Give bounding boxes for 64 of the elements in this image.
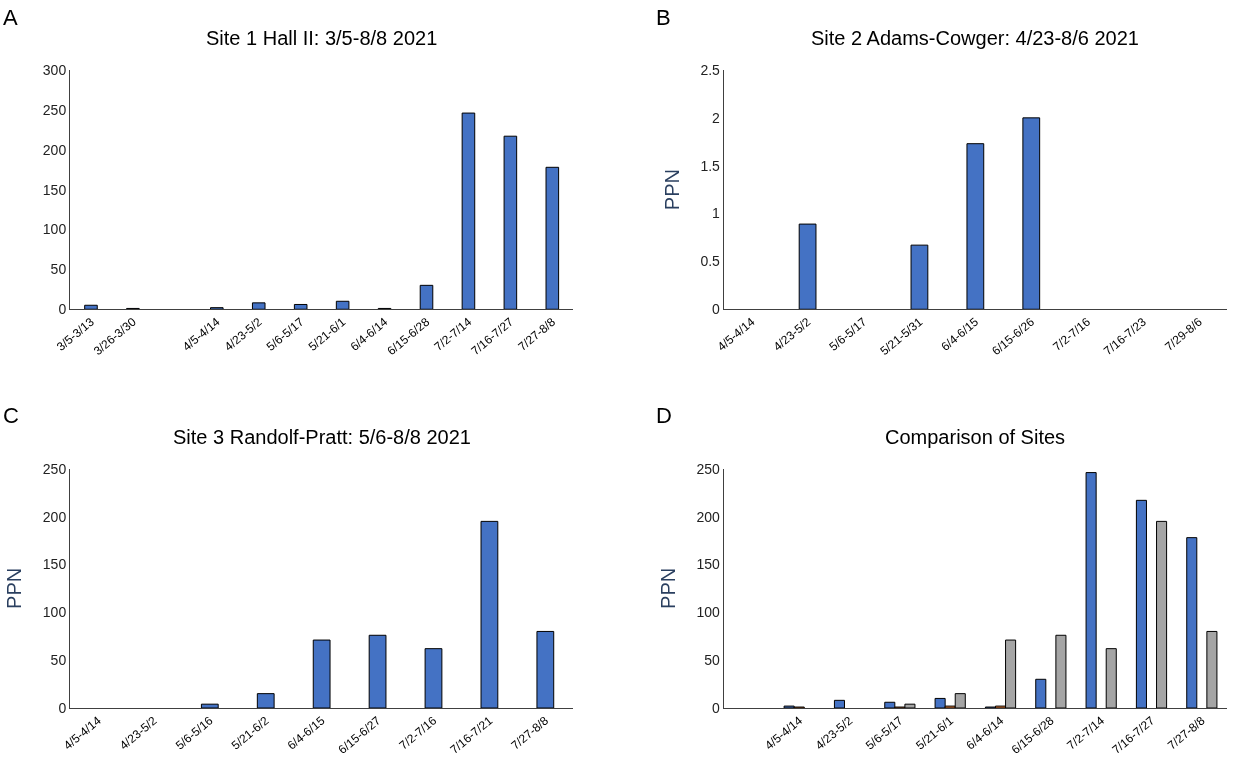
y-tick-label: 200 — [42, 141, 67, 158]
bar — [833, 699, 845, 708]
bar — [1135, 499, 1147, 708]
y-tick-label: 0 — [58, 301, 67, 318]
bar — [503, 135, 518, 310]
y-tick-label: 250 — [42, 101, 67, 118]
bar — [1105, 648, 1117, 708]
y-tick-label: 100 — [696, 604, 721, 621]
text: D — [656, 403, 672, 428]
y-tick-label: 100 — [42, 604, 67, 621]
bar — [251, 302, 266, 310]
bar — [84, 304, 98, 310]
y-tick-label: 200 — [696, 508, 721, 525]
y-tick-label: 150 — [42, 556, 67, 573]
text: B — [656, 5, 671, 30]
y-axis-title: PPN — [657, 567, 680, 609]
y-axis-title: PPN — [660, 169, 683, 211]
y-tick-label: 0.5 — [700, 253, 721, 270]
bar — [1186, 537, 1198, 708]
bar — [1156, 520, 1168, 708]
bar — [256, 693, 275, 708]
y-tick-label: 1 — [712, 205, 721, 222]
bar — [798, 223, 817, 310]
bar — [293, 303, 308, 310]
bar — [368, 634, 387, 708]
y-tick-label: 50 — [50, 261, 67, 278]
y-tick-label: 250 — [42, 460, 67, 477]
bar — [200, 703, 219, 708]
text: A — [3, 5, 18, 30]
y-tick-label: 100 — [42, 221, 67, 238]
bar — [335, 300, 350, 310]
y-tick-label: 300 — [42, 61, 67, 78]
y-tick-label: 0 — [712, 301, 721, 318]
y-tick-label: 50 — [704, 652, 721, 669]
bar — [1085, 472, 1097, 708]
bar — [1055, 634, 1067, 708]
y-tick-label: 2.5 — [700, 61, 721, 78]
chart-title: Comparison of Sites — [885, 426, 1066, 448]
y-axis-title: PPN — [3, 567, 26, 609]
chart-title: Site 2 Adams-Cowger: 4/23-8/6 2021 — [811, 27, 1139, 49]
bar — [1035, 678, 1047, 708]
y-tick-label: 150 — [696, 556, 721, 573]
bar — [910, 244, 929, 310]
chart-title: Site 3 Randolf-Pratt: 5/6-8/8 2021 — [173, 426, 471, 448]
bar — [480, 520, 499, 708]
y-tick-label: 150 — [42, 181, 67, 198]
bar — [424, 648, 443, 708]
bar — [312, 639, 331, 708]
y-tick-label: 1.5 — [700, 157, 721, 174]
bar — [461, 112, 476, 310]
y-tick-label: 250 — [696, 460, 721, 477]
text: C — [3, 403, 19, 428]
y-tick-label: 0 — [58, 699, 67, 716]
y-tick-label: 200 — [42, 508, 67, 525]
y-tick-label: 0 — [712, 699, 721, 716]
bar — [419, 284, 434, 310]
bar — [1022, 117, 1041, 310]
chart-title: Site 1 Hall II: 3/5-8/8 2021 — [206, 27, 438, 49]
bar — [966, 143, 985, 310]
bar — [536, 630, 555, 708]
bar — [1206, 630, 1218, 708]
y-tick-label: 2 — [712, 109, 721, 126]
y-tick-label: 50 — [50, 652, 67, 669]
bar — [545, 166, 560, 310]
